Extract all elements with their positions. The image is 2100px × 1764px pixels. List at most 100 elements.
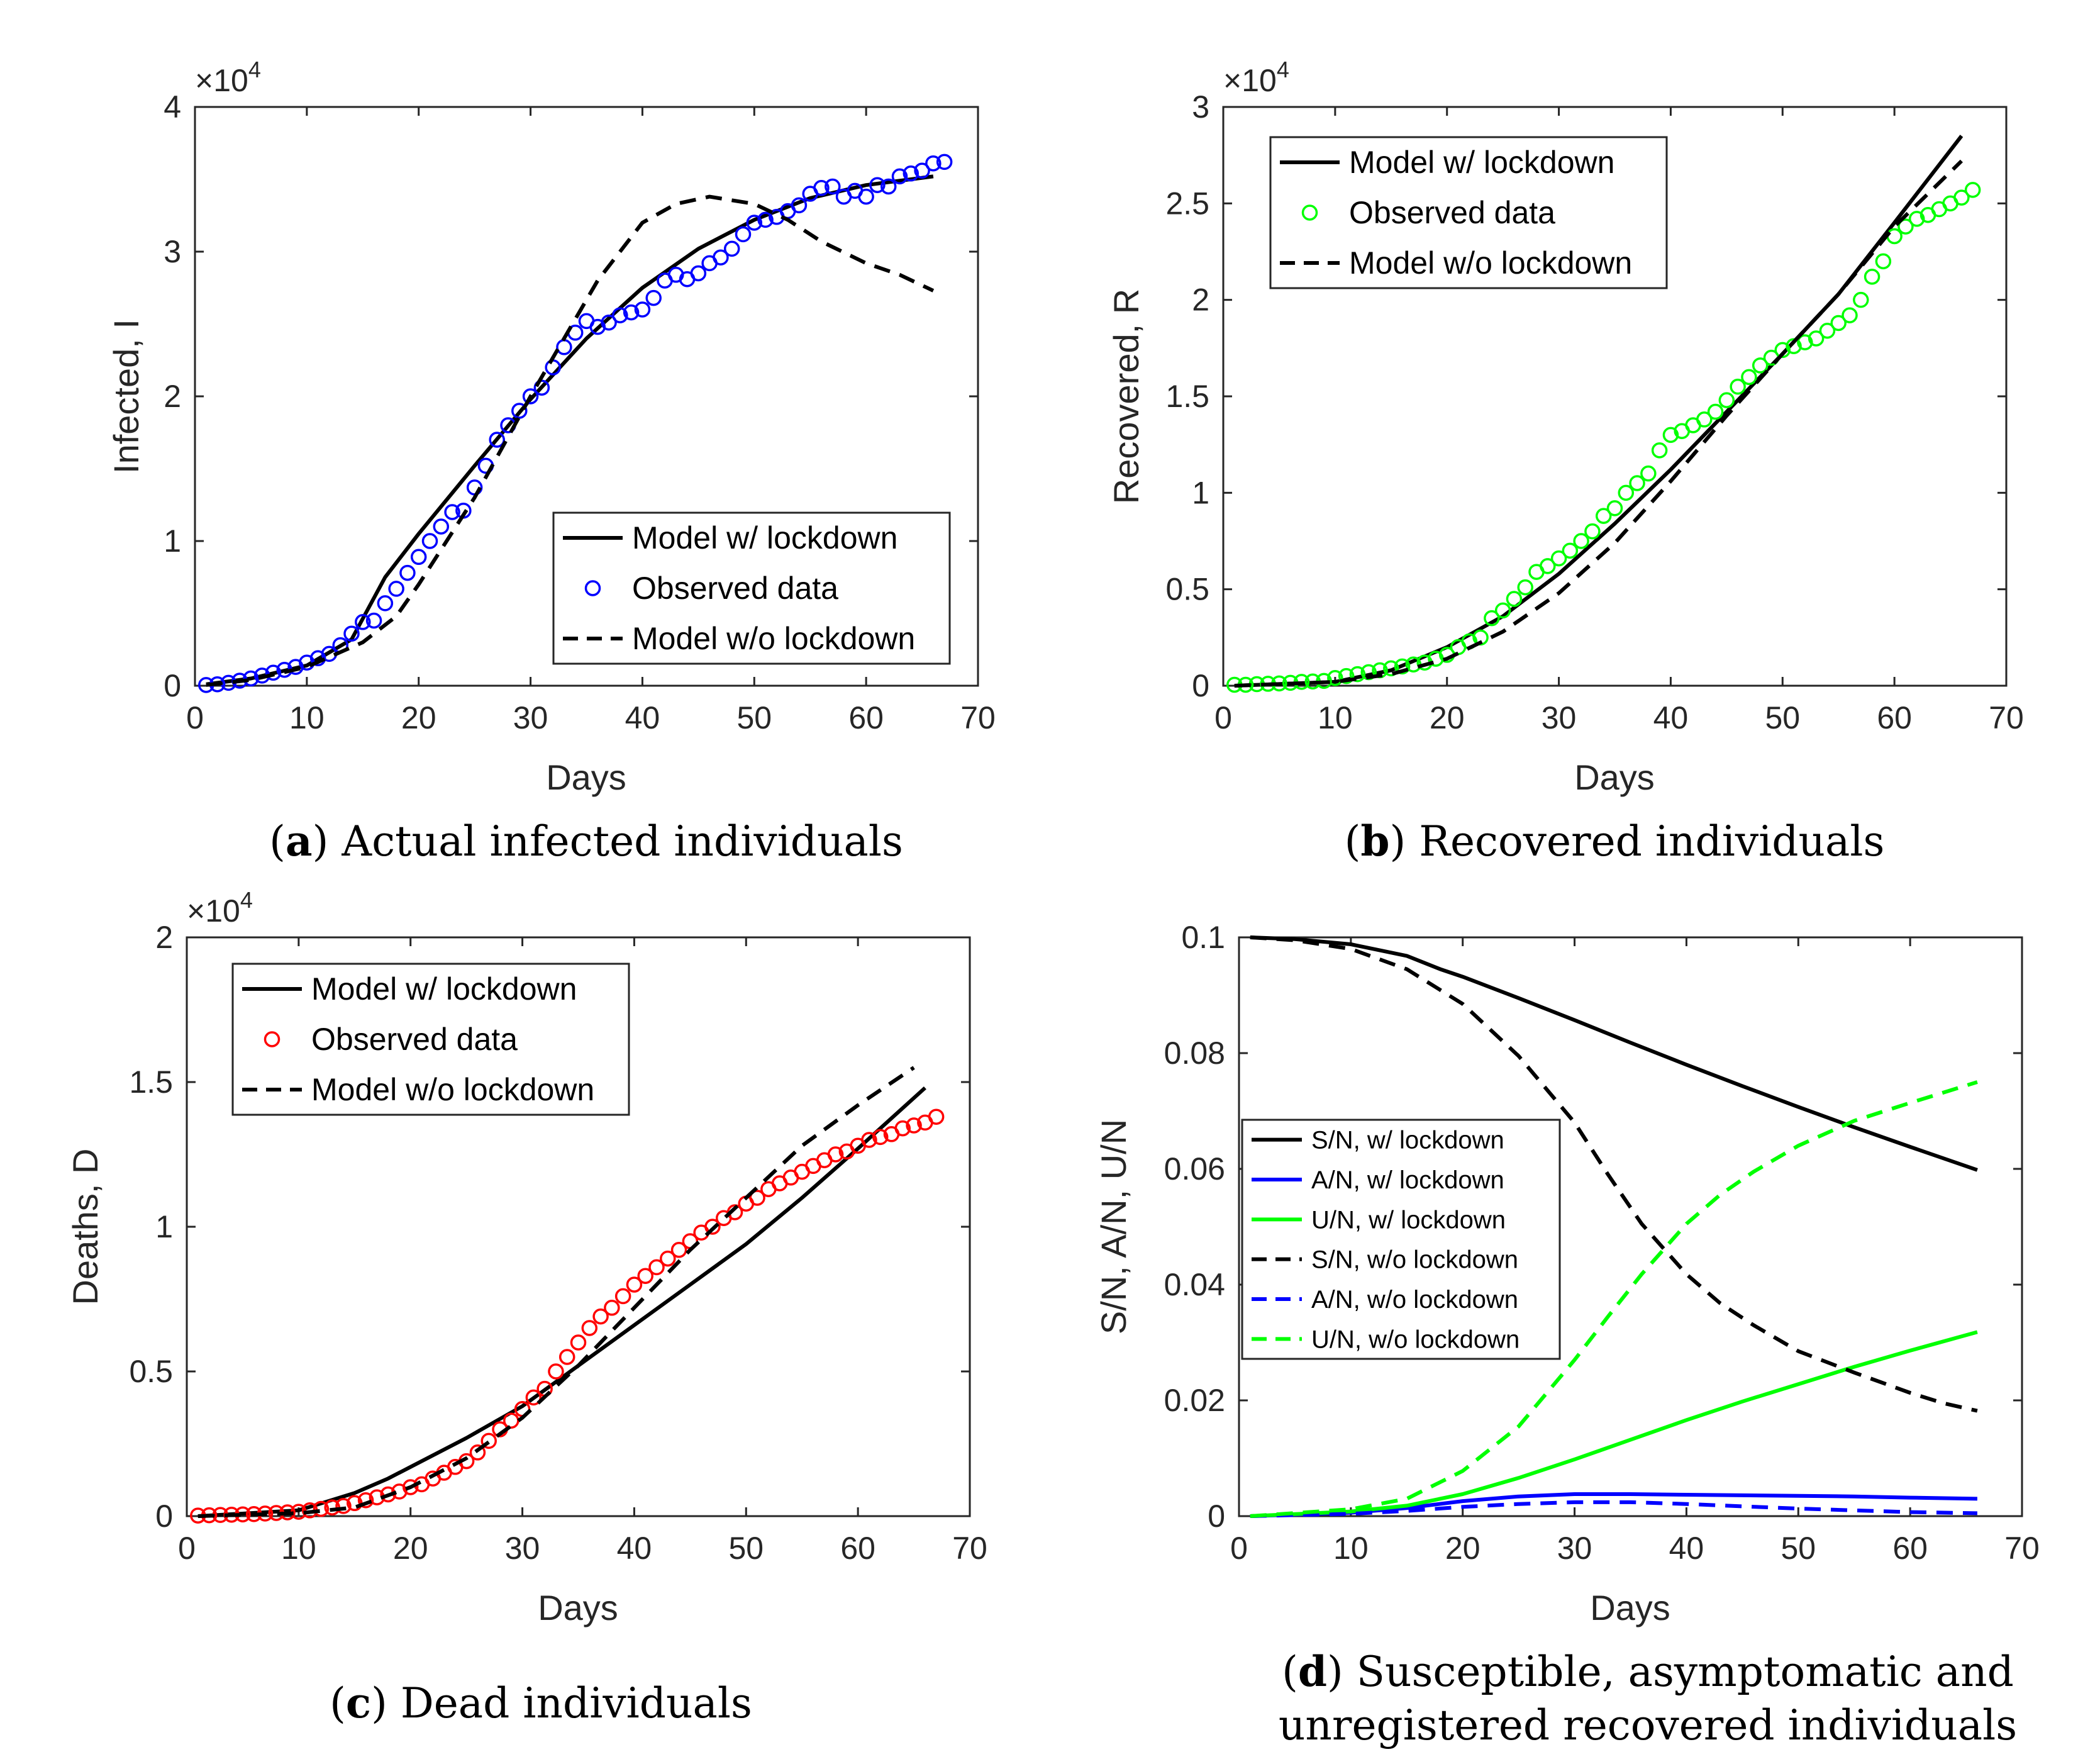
data-point xyxy=(827,1146,844,1163)
panel-a-caption: (a) Actual infected individuals xyxy=(269,817,903,866)
panel-a-xlabel: Days xyxy=(546,757,626,797)
data-point xyxy=(1953,189,1970,206)
data-point xyxy=(645,289,662,306)
panel-c-caption-letter: c xyxy=(346,1678,371,1728)
data-point xyxy=(1550,550,1567,567)
data-point xyxy=(1662,427,1679,444)
data-point xyxy=(1741,369,1757,386)
y-tick-label: 2 xyxy=(155,920,173,955)
panel-c-xlabel: Days xyxy=(538,1588,618,1627)
panel-a-exponent-power: 4 xyxy=(248,57,261,82)
x-tick-label: 30 xyxy=(1557,1531,1592,1566)
y-tick-label: 0.5 xyxy=(129,1354,173,1389)
legend-label: Model w/ lockdown xyxy=(632,520,897,555)
data-point xyxy=(355,614,371,630)
panel-b-legend: Model w/ lockdown Observed data Model w/o … xyxy=(1269,136,1668,289)
data-point xyxy=(1584,523,1601,540)
data-point xyxy=(581,1320,598,1336)
panel-d-legend: S/N, w/ lockdown A/N, w/ lockdown U/N, w/ … xyxy=(1241,1119,1561,1360)
data-point xyxy=(1618,484,1635,501)
x-tick-label: 10 xyxy=(1318,700,1353,735)
panel-d: 0 10 20 30 40 50 60 70 0 0.02 0.04 0.06 0.08 0.1 Days… xyxy=(1094,920,2040,1750)
panel-a-ylabel: Infected, I xyxy=(106,319,146,474)
data-point xyxy=(444,504,460,520)
x-tick-label: 60 xyxy=(1892,1531,1928,1566)
y-tick-label: 0 xyxy=(1208,1499,1225,1534)
panel-b-ticks: 0 10 20 30 40 50 60 70 0 0.5 1 1.5 2 2.5 3 xyxy=(1165,89,2023,735)
panel-a-exponent: ×104 xyxy=(195,57,261,98)
series-line xyxy=(1250,1500,1977,1518)
data-point xyxy=(791,197,808,214)
y-tick-label: 0.04 xyxy=(1164,1267,1225,1302)
x-tick-label: 20 xyxy=(393,1531,428,1566)
data-point xyxy=(690,265,707,282)
legend-label: U/N, w/ lockdown xyxy=(1311,1206,1506,1234)
data-point xyxy=(592,1308,609,1325)
data-point xyxy=(511,403,528,419)
panel-c-caption-text: Dead individuals xyxy=(401,1679,752,1728)
data-point xyxy=(522,388,539,405)
data-point xyxy=(1517,579,1533,596)
panel-b-xlabel: Days xyxy=(1574,757,1655,797)
data-point xyxy=(612,307,628,323)
legend-label: Observed data xyxy=(632,571,838,606)
data-point xyxy=(1718,392,1735,408)
data-point xyxy=(891,168,908,185)
panel-d-caption-letter: d xyxy=(1298,1647,1327,1696)
data-point xyxy=(903,165,919,182)
data-point xyxy=(1494,602,1511,619)
x-tick-label: 20 xyxy=(1430,700,1465,735)
x-tick-label: 30 xyxy=(513,700,548,735)
panel-d-caption-text: Susceptible, asymptomatic and xyxy=(1357,1648,2014,1696)
data-point xyxy=(637,1268,653,1284)
data-point xyxy=(749,1190,765,1206)
data-point xyxy=(825,178,841,195)
data-point xyxy=(757,211,774,228)
data-point xyxy=(313,1500,330,1517)
x-tick-label: 10 xyxy=(289,700,325,735)
data-point xyxy=(548,1363,564,1380)
panel-a: 0 10 20 30 40 50 60 70 0 1 2 3 4 Days Infected, I ×1… xyxy=(106,57,996,866)
data-point xyxy=(1540,558,1556,574)
data-point xyxy=(604,1300,620,1316)
panel-c-exponent-power: 4 xyxy=(240,887,253,913)
data-point xyxy=(660,1250,676,1267)
x-tick-label: 50 xyxy=(736,700,772,735)
data-point xyxy=(1394,658,1411,675)
data-point xyxy=(1752,357,1769,374)
x-tick-label: 0 xyxy=(1214,700,1232,735)
y-tick-label: 1.5 xyxy=(1165,379,1209,414)
legend-label: Model w/o lockdown xyxy=(1349,245,1632,281)
panel-c-exponent: ×104 xyxy=(187,887,253,929)
legend-label: Model w/ lockdown xyxy=(311,971,577,1007)
data-point xyxy=(1428,650,1444,667)
data-point xyxy=(503,1412,519,1429)
data-point xyxy=(1964,182,1981,198)
panel-a-caption-letter: a xyxy=(286,817,313,866)
data-point xyxy=(1897,218,1914,235)
data-point xyxy=(402,1479,419,1495)
legend-marker xyxy=(264,1031,281,1047)
series-line xyxy=(1250,1080,1978,1518)
data-point xyxy=(1651,442,1668,459)
series-line xyxy=(1250,1492,1977,1518)
data-point xyxy=(1383,660,1399,677)
data-point xyxy=(243,670,259,687)
data-point xyxy=(1707,403,1724,420)
data-point xyxy=(1562,542,1579,559)
x-tick-label: 60 xyxy=(848,700,884,735)
data-point xyxy=(1349,666,1366,683)
panel-c-ticks: 0 10 20 30 40 50 60 70 0 0.5 1 1.5 2 xyxy=(129,920,987,1566)
panel-d-caption-line2: unregistered recovered individuals xyxy=(1279,1701,2017,1750)
panel-d-caption: (d) Susceptible, asymptomatic and xyxy=(1282,1647,2014,1696)
data-point xyxy=(1875,253,1892,270)
legend-label: A/N, w/ lockdown xyxy=(1311,1166,1504,1194)
series-line xyxy=(197,1066,915,1518)
legend-label: Observed data xyxy=(311,1022,518,1057)
panel-b-exponent-base: ×10 xyxy=(1223,63,1277,98)
y-tick-label: 0.08 xyxy=(1164,1036,1225,1071)
data-point xyxy=(906,1117,922,1134)
panel-a-legend: Model w/ lockdown Observed data Model w/o … xyxy=(552,511,951,665)
y-tick-label: 4 xyxy=(164,89,181,125)
